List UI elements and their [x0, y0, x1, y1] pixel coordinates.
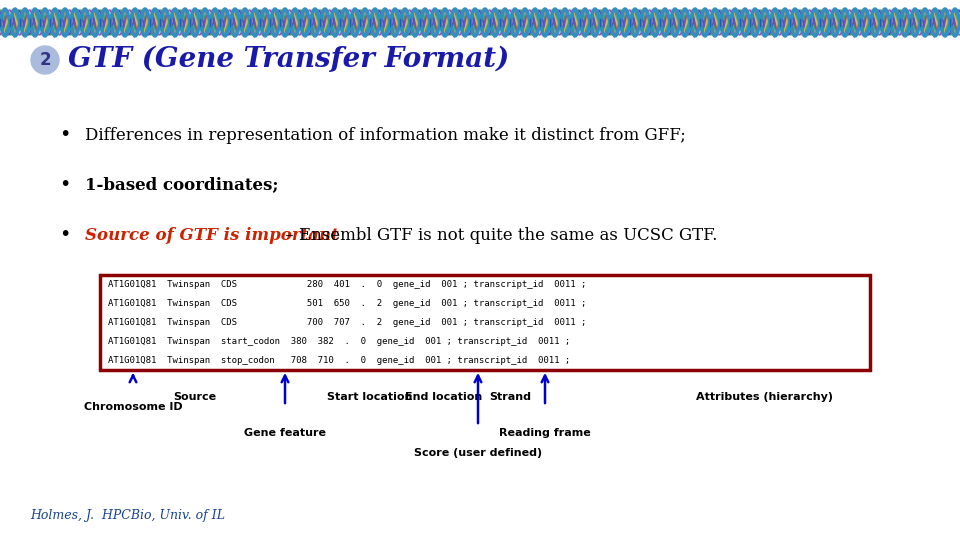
Text: •: • [60, 125, 71, 145]
Text: AT1G01Q81  Twinspan  CDS             700  707  .  2  gene_id  001 ; transcript_i: AT1G01Q81 Twinspan CDS 700 707 . 2 gene_… [108, 318, 587, 327]
Text: – Ensembl GTF is not quite the same as UCSC GTF.: – Ensembl GTF is not quite the same as U… [280, 226, 717, 244]
Text: Strand: Strand [489, 392, 531, 402]
Text: AT1G01Q81  Twinspan  CDS             501  650  .  2  gene_id  001 ; transcript_i: AT1G01Q81 Twinspan CDS 501 650 . 2 gene_… [108, 299, 587, 308]
Text: GTF (Gene Transfer Format): GTF (Gene Transfer Format) [68, 46, 509, 73]
Text: Score (user defined): Score (user defined) [414, 448, 542, 458]
Text: Differences in representation of information make it distinct from GFF;: Differences in representation of informa… [85, 126, 685, 144]
Text: Source: Source [174, 392, 217, 402]
Text: Attributes (hierarchy): Attributes (hierarchy) [697, 392, 833, 402]
Text: Chromosome ID: Chromosome ID [84, 402, 182, 412]
Text: Gene feature: Gene feature [244, 428, 326, 438]
Circle shape [31, 46, 59, 74]
Text: End location: End location [405, 392, 483, 402]
Text: Holmes, J.  HPCBio, Univ. of IL: Holmes, J. HPCBio, Univ. of IL [30, 509, 225, 522]
Text: Source of GTF is important: Source of GTF is important [85, 226, 339, 244]
Text: AT1G01Q81  Twinspan  stop_codon   708  710  .  0  gene_id  001 ; transcript_id  : AT1G01Q81 Twinspan stop_codon 708 710 . … [108, 356, 570, 365]
Text: Start location: Start location [327, 392, 413, 402]
Text: •: • [60, 176, 71, 194]
Bar [100, 275, 870, 370]
Text: 1-based coordinates;: 1-based coordinates; [85, 177, 278, 193]
Text: 2: 2 [39, 51, 51, 69]
Text: AT1G01Q81  Twinspan  start_codon  380  382  .  0  gene_id  001 ; transcript_id  : AT1G01Q81 Twinspan start_codon 380 382 .… [108, 337, 570, 346]
Text: Reading frame: Reading frame [499, 428, 590, 438]
Text: AT1G01Q81  Twinspan  CDS             280  401  .  0  gene_id  001 ; transcript_i: AT1G01Q81 Twinspan CDS 280 401 . 0 gene_… [108, 280, 587, 289]
Text: •: • [60, 226, 71, 245]
